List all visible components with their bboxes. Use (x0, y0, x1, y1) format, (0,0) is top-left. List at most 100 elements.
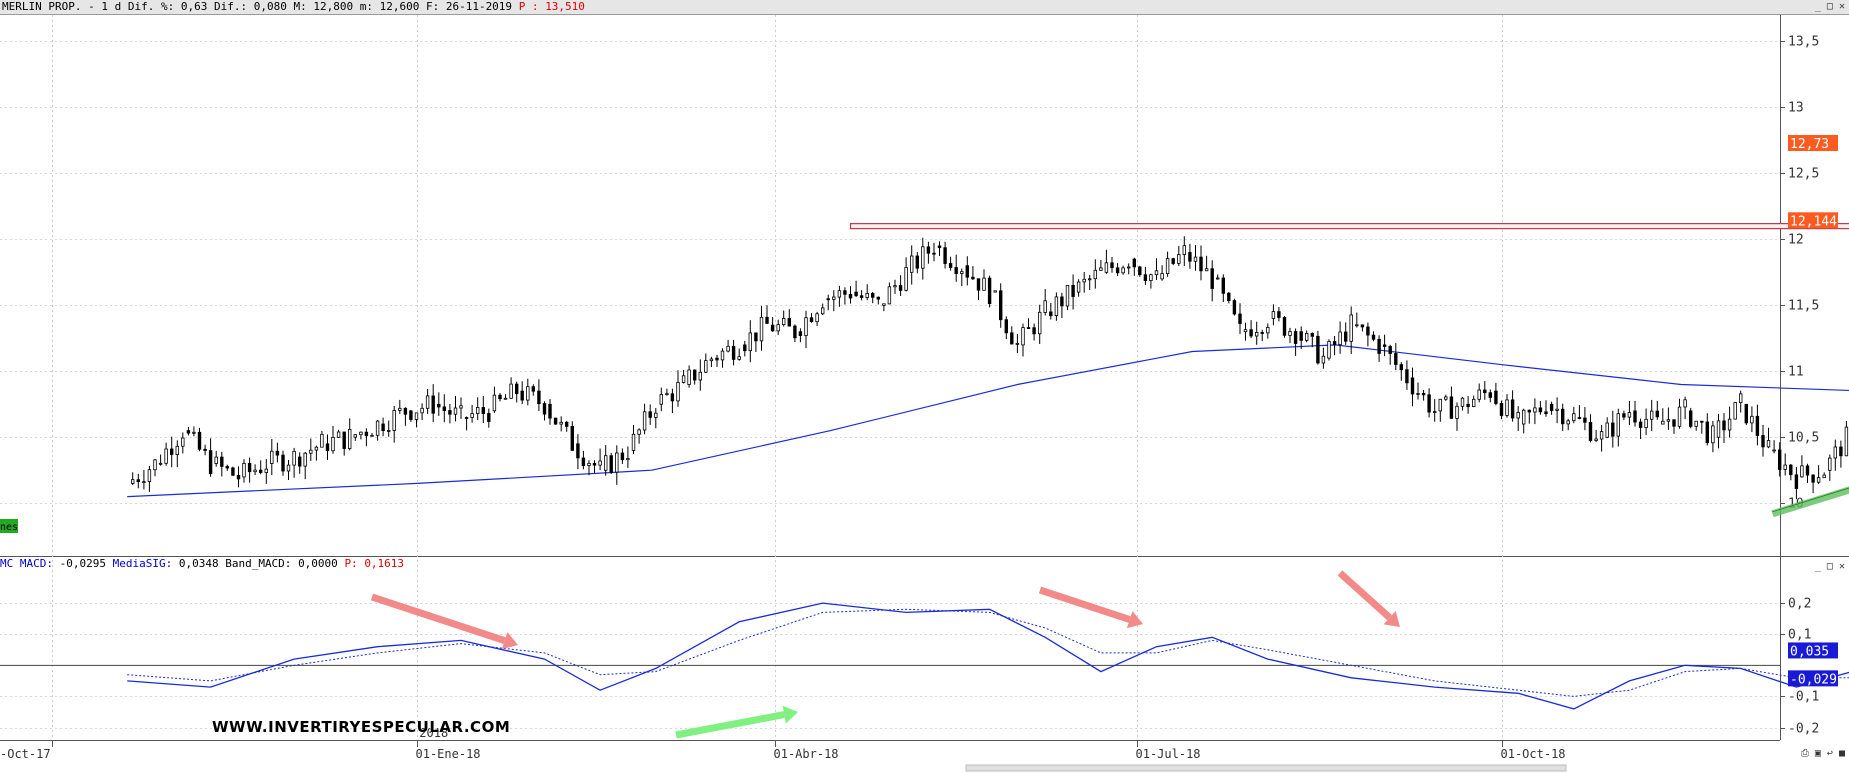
candle-body (932, 252, 936, 255)
candle-body (553, 417, 558, 425)
maximize-icon[interactable]: □ (1826, 561, 1833, 572)
candle-body (1622, 413, 1626, 418)
arrow-icon[interactable]: ↩ (1826, 748, 1833, 759)
candle-body (720, 350, 725, 361)
high-label: M: (293, 0, 307, 13)
candle-body (1160, 273, 1164, 280)
candle-body (526, 386, 530, 401)
volume-tag-label: nes (0, 522, 18, 533)
close-icon[interactable]: ✕ (1838, 561, 1845, 572)
candle-body (1822, 474, 1826, 479)
candle-body (1154, 270, 1159, 276)
candle-body (1689, 410, 1693, 427)
signal-value: 0,0348 (178, 557, 219, 570)
candle-body (1538, 407, 1543, 413)
candle-body (1054, 296, 1059, 316)
maximize-icon[interactable]: □ (1826, 1, 1833, 12)
candle-body (1783, 464, 1787, 470)
x-tick-label: 01-Ene-18 (416, 747, 481, 761)
candle-body (208, 450, 213, 475)
candle-body (409, 410, 413, 420)
price-tag-bg (1788, 134, 1838, 151)
candle-body (1210, 268, 1214, 289)
window-controls-macd[interactable]: _ □ ✕ (1815, 561, 1845, 572)
candle-body (826, 298, 830, 301)
stop-icon[interactable]: ■ (1838, 748, 1845, 759)
candle-body (1405, 369, 1409, 384)
candle-body (353, 434, 357, 438)
candle-body (1722, 420, 1726, 431)
candle-body (292, 450, 296, 466)
candle-body (587, 462, 591, 466)
candle-body (1382, 344, 1387, 347)
candle-body (531, 386, 535, 392)
print-icon[interactable]: ⎙ (1800, 748, 1809, 759)
bottom-toolbar[interactable]: ⎙ ▣ ↩ ■ (1801, 748, 1845, 759)
price-value: 13,510 (545, 0, 585, 13)
candle-body (976, 278, 981, 291)
candle-body (325, 443, 330, 452)
candle-body (670, 393, 675, 402)
candle-body (1472, 398, 1476, 407)
macd-y-tick-label: -0,1 (1788, 690, 1819, 705)
candle-body (1705, 421, 1709, 444)
candle-body (1611, 422, 1615, 437)
candle-body (993, 290, 997, 293)
macd-value: -0,0295 (59, 557, 106, 570)
close-icon[interactable]: ✕ (1838, 1, 1845, 12)
candle-body (537, 390, 541, 405)
macd-p-value: 0,1613 (364, 557, 405, 570)
candle-body (731, 345, 736, 360)
candle-body (1277, 311, 1281, 318)
candle-body (1516, 411, 1520, 419)
candle-body (236, 474, 241, 480)
candle-body (481, 407, 485, 414)
minimize-icon[interactable]: _ (1814, 561, 1821, 572)
candle-body (882, 303, 886, 306)
candle-body (1310, 332, 1314, 337)
date-label: F: (425, 0, 440, 13)
window-controls-top[interactable]: _ □ ✕ (1815, 0, 1845, 14)
candle-body (1004, 319, 1008, 334)
candle-body (1750, 415, 1754, 424)
candle-body (737, 356, 741, 360)
minimize-icon[interactable]: _ (1814, 1, 1821, 12)
y-tick-label: 12,5 (1788, 167, 1819, 182)
bearish-divergence-arrow-head (1383, 610, 1400, 627)
candle-body (1021, 327, 1025, 346)
candle-body (1694, 420, 1698, 427)
candle-body (715, 357, 719, 361)
candle-body (464, 417, 469, 419)
candle-body (965, 265, 969, 278)
candle-body (887, 286, 892, 305)
candle-body (1555, 408, 1559, 411)
candle-body (175, 445, 179, 455)
symbol-label: MERLIN PROP. - (2, 0, 95, 13)
candle-body (375, 420, 380, 436)
candle-body (1305, 332, 1309, 341)
candle-body (1800, 465, 1804, 478)
candle-body (765, 316, 769, 324)
candle-body (1466, 403, 1470, 408)
candle-body (1778, 449, 1782, 470)
candle-body (498, 394, 502, 400)
candle-body (698, 371, 702, 381)
candle-body (954, 267, 958, 274)
candle-body (303, 452, 307, 467)
candle-body (1828, 457, 1832, 471)
candle-body (1438, 398, 1442, 412)
candle-body (665, 393, 669, 396)
macd-y-tick-label: -0,2 (1788, 722, 1819, 737)
candle-body (1188, 252, 1192, 262)
candle-body (1666, 419, 1671, 422)
horizontal-scrollbar[interactable] (965, 764, 1567, 772)
candle-body (1132, 258, 1136, 268)
candle-body (1104, 262, 1109, 273)
save-icon[interactable]: ▣ (1814, 748, 1821, 759)
candle-body (342, 431, 346, 449)
candle-body (1483, 389, 1487, 394)
candle-body (181, 437, 185, 447)
candle-body (876, 296, 880, 300)
candle-body (1510, 399, 1515, 419)
